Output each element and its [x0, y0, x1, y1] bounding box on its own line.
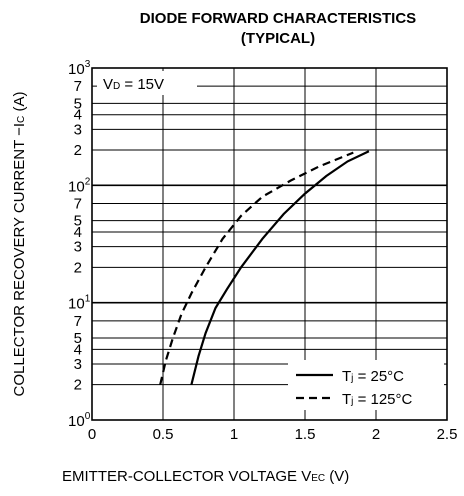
x-tick-label: 0.5 — [153, 426, 174, 443]
y-tick-label: 102 — [68, 176, 91, 195]
y-tick-label: 103 — [68, 59, 91, 78]
y-tick-label: 5 — [74, 330, 82, 347]
x-axis-label: EMITTER-COLLECTOR VOLTAGE VEC (V) — [62, 468, 349, 485]
x-tick-label: 2.5 — [437, 426, 458, 443]
y-tick-label: 3 — [74, 356, 82, 373]
chart-subtitle: (TYPICAL) — [241, 30, 315, 47]
y-tick-label: 4 — [74, 107, 82, 124]
x-tick-label: 1 — [230, 426, 238, 443]
series-layer — [159, 150, 370, 385]
y-tick-label: 2 — [74, 142, 82, 159]
x-tick-label: 0 — [88, 426, 96, 443]
x-tick-label: 2 — [372, 426, 380, 443]
y-tick-label: 5 — [74, 213, 82, 230]
y-tick-label: 7 — [74, 78, 82, 95]
axes — [91, 67, 448, 421]
x-tick-label: 1.5 — [295, 426, 316, 443]
y-tick-label: 4 — [74, 341, 82, 358]
series-line-1 — [190, 150, 370, 385]
plot-frame — [91, 67, 448, 421]
y-tick-label: 5 — [74, 95, 82, 112]
legend-label-1: Tj = 25°C — [342, 368, 404, 385]
y-axis-label: COLLECTOR RECOVERY CURRENT −IC (A) — [11, 92, 28, 397]
grid — [92, 68, 447, 420]
chart-title: DIODE FORWARD CHARACTERISTICS — [140, 10, 416, 27]
series-line-2 — [159, 151, 354, 385]
text-layer: 0 0.5 1 1.5 2 2.5100101102103234572345723457D… — [11, 10, 457, 485]
annotation-vd: VD = 15V — [103, 76, 164, 93]
legend: Tj = 25°C Tj = 125°C — [288, 360, 444, 410]
y-tick-label: 3 — [74, 239, 82, 256]
legend-bg — [288, 360, 444, 410]
y-tick-label: 7 — [74, 313, 82, 330]
legend-label-2: Tj = 125°C — [342, 391, 413, 408]
y-tick-label: 7 — [74, 196, 82, 213]
y-tick-label: 100 — [68, 411, 91, 430]
y-tick-label: 3 — [74, 121, 82, 138]
y-tick-label: 4 — [74, 224, 82, 241]
y-tick-label: 101 — [68, 294, 91, 313]
y-tick-label: 2 — [74, 259, 82, 276]
annotation-bg — [97, 71, 197, 95]
y-tick-label: 2 — [74, 377, 82, 394]
